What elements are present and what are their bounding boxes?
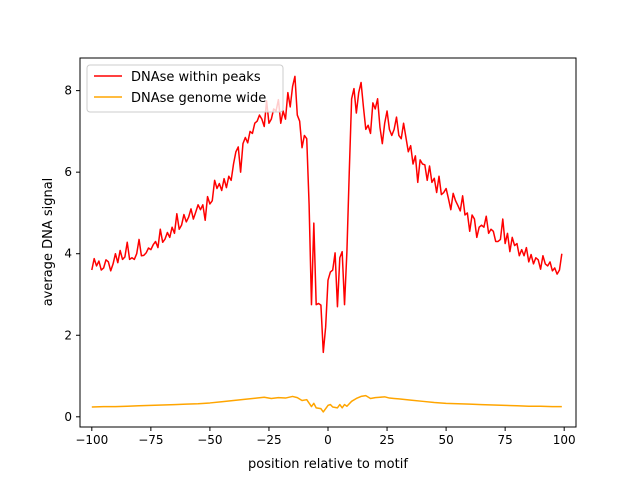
y-tick-label: 6	[64, 165, 72, 179]
x-axis-label: position relative to motif	[248, 457, 408, 472]
x-tick-label: 50	[438, 433, 453, 447]
y-tick-label: 0	[64, 410, 72, 424]
x-tick-label: 75	[498, 433, 513, 447]
plot-lines	[91, 75, 563, 413]
x-tick-label: −100	[75, 433, 108, 447]
legend: DNAse within peaks DNAse genome wide	[86, 64, 284, 113]
x-axis-ticks: −100 −75 −50 −25 0 25 50 75 100	[75, 427, 576, 447]
y-tick-label: 4	[64, 247, 72, 261]
legend-box	[86, 64, 284, 113]
series-line-1	[91, 394, 562, 413]
series-line-0	[91, 75, 563, 354]
x-tick-label: −75	[138, 433, 163, 447]
legend-label-genome-wide: DNAse genome wide	[131, 91, 266, 106]
x-tick-label: −25	[256, 433, 281, 447]
x-tick-label: 25	[379, 433, 394, 447]
x-tick-label: −50	[197, 433, 222, 447]
y-tick-label: 8	[64, 84, 72, 98]
x-tick-label: 0	[324, 433, 332, 447]
y-tick-label: 2	[64, 328, 72, 342]
x-tick-label: 100	[553, 433, 576, 447]
legend-label-within-peaks: DNAse within peaks	[131, 70, 261, 85]
y-axis-label: average DNA signal	[41, 178, 56, 307]
y-axis-ticks: 0 2 4 6 8	[64, 84, 80, 424]
